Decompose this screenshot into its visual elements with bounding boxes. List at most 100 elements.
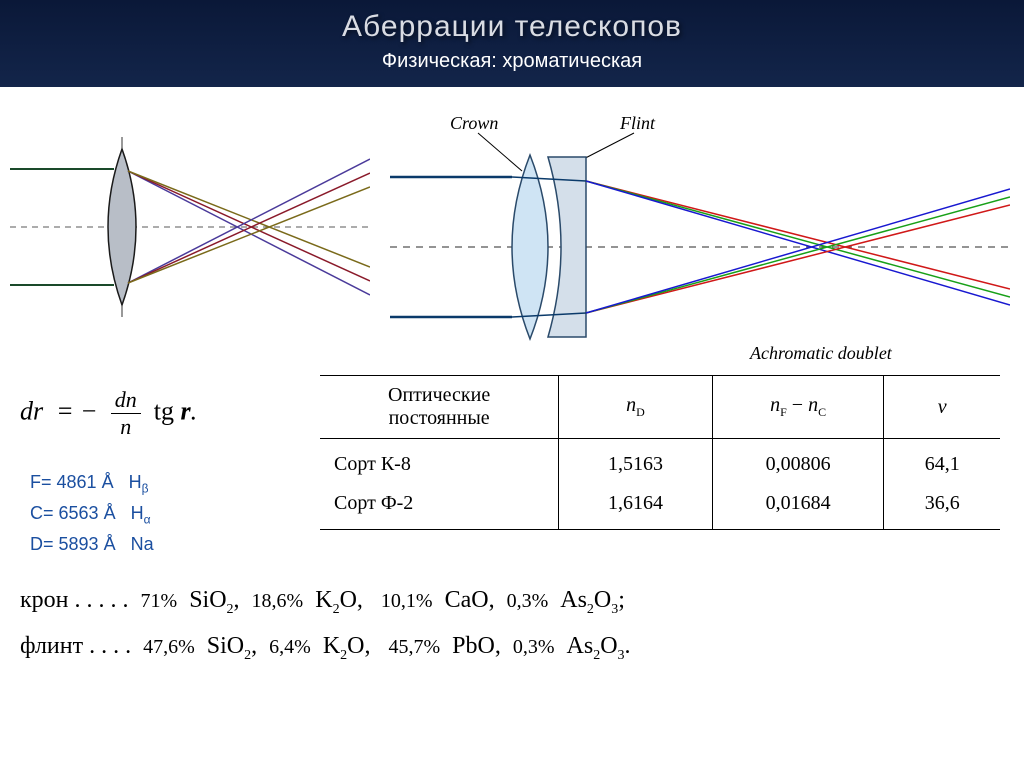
comp-tail: O: [594, 587, 611, 613]
minus: −: [787, 394, 808, 416]
comp-tail: O: [347, 633, 364, 659]
wl-val: 6563: [59, 503, 99, 523]
slide-subtitle: Физическая: хроматическая: [0, 50, 1024, 73]
comp-tail: O: [340, 587, 357, 613]
formula-and-wavelengths: dr = − dn n tg r. F= 4861 Å Hβ C= 6563 Å…: [20, 367, 320, 560]
comp-pct: 47,6%: [143, 636, 195, 658]
nu-val: 36,6: [884, 484, 1000, 530]
comp-dots: . . . . .: [75, 587, 129, 613]
sym-nu: ν: [938, 396, 947, 418]
slide-header: Аберрации телескопов Физическая: хромати…: [0, 0, 1024, 87]
wl-line: H: [131, 503, 144, 523]
formula-num: dn: [111, 387, 141, 414]
comp-pct: 71%: [141, 590, 178, 612]
sub-f: F: [780, 405, 787, 419]
nd-val: 1,6164: [559, 484, 712, 530]
comp-tail: O: [600, 633, 617, 659]
sym-n: n: [626, 394, 636, 416]
wl-line: H: [129, 472, 142, 492]
slide-title: Аберрации телескопов: [0, 10, 1024, 44]
comp-end: ;: [618, 587, 625, 613]
comp-pct: 10,1%: [381, 590, 433, 612]
wl-sym: D: [30, 534, 43, 554]
dnfc-val: 0,00806: [712, 439, 884, 485]
formula-fraction: dn n: [111, 387, 141, 440]
comp-tailsub: 3: [618, 648, 625, 663]
wl-val: 5893: [59, 534, 99, 554]
formula-lhs: dr: [20, 396, 43, 425]
comp-label: крон: [20, 587, 69, 613]
formula-dot: .: [191, 396, 198, 425]
wl-sym: F: [30, 472, 41, 492]
glass-composition: крон . . . . . 71% SiO2, 18,6% K2O, 10,1…: [0, 560, 1024, 669]
achromat-svg: Crown Flint Achromatic doub: [390, 107, 1010, 367]
wl-val: 4861: [57, 472, 97, 492]
formula-and-table: dr = − dn n tg r. F= 4861 Å Hβ C= 6563 Å…: [0, 367, 1024, 560]
composition-row: крон . . . . . 71% SiO2, 18,6% K2O, 10,1…: [20, 578, 1004, 624]
right-lens-diagram: Crown Flint Achromatic doub: [380, 87, 1024, 367]
wl-unit: Å: [104, 534, 116, 554]
th-nfnc: nF − nC: [712, 376, 884, 439]
wl-sub: β: [142, 482, 149, 496]
th-line1: Оптические: [388, 384, 490, 406]
wl-unit: Å: [104, 503, 116, 523]
comp-dots: . . . .: [89, 633, 131, 659]
glass-name: Сорт К-8: [320, 439, 559, 485]
composition-row: флинт . . . . 47,6% SiO2, 6,4% K2O, 45,7…: [20, 624, 1004, 670]
dnfc-val: 0,01684: [712, 484, 884, 530]
glass-name: Сорт Ф-2: [320, 484, 559, 530]
comp-sub: 2: [227, 602, 234, 617]
th-constants: Оптические постоянные: [320, 376, 559, 439]
comp-sub: 2: [244, 648, 251, 663]
sym-n: n: [808, 394, 818, 416]
wl-unit: Å: [102, 472, 114, 492]
formula-tg: tg: [154, 396, 174, 425]
wavelength-list: F= 4861 Å Hβ C= 6563 Å Hα D= 5893 Å Na: [20, 440, 320, 560]
comp-chem: SiO: [207, 633, 244, 659]
single-lens-svg: [10, 107, 370, 347]
comp-chem: K: [323, 633, 340, 659]
table-row: Сорт Ф-2 1,6164 0,01684 36,6: [320, 484, 1000, 530]
sym-n: n: [770, 394, 780, 416]
th-nd: nD: [559, 376, 712, 439]
nu-val: 64,1: [884, 439, 1000, 485]
comp-pct: 18,6%: [252, 590, 304, 612]
comp-chem: As: [560, 587, 587, 613]
wl-sub: α: [144, 512, 151, 526]
comp-chem: PbO: [452, 633, 495, 659]
formula-den: n: [111, 414, 141, 440]
formula-r: r: [180, 396, 190, 425]
crown-label: Crown: [450, 113, 498, 133]
achromat-caption: Achromatic doublet: [749, 343, 893, 363]
comp-chem: As: [567, 633, 594, 659]
comp-pct: 6,4%: [269, 636, 311, 658]
nd-val: 1,5163: [559, 439, 712, 485]
wavelength-row: F= 4861 Å Hβ: [30, 468, 320, 499]
comp-label: флинт: [20, 633, 83, 659]
comp-end: .: [625, 633, 631, 659]
comp-chem: CaO: [445, 587, 489, 613]
comp-sub: 2: [333, 602, 340, 617]
comp-chem: SiO: [189, 587, 226, 613]
formula-eq: = −: [56, 396, 98, 425]
sub-c: C: [818, 405, 826, 419]
th-nu: ν: [884, 376, 1000, 439]
comp-pct: 0,3%: [507, 590, 549, 612]
comp-pct: 45,7%: [389, 636, 441, 658]
table-header-row: Оптические постоянные nD nF − nC ν: [320, 376, 1000, 439]
wavelength-row: C= 6563 Å Hα: [30, 499, 320, 530]
wavelength-row: D= 5893 Å Na: [30, 530, 320, 561]
sub-d: D: [636, 405, 645, 419]
dr-formula: dr = − dn n tg r.: [20, 367, 320, 440]
flint-label: Flint: [619, 113, 656, 133]
wl-line: Na: [131, 534, 154, 554]
diagram-row: Crown Flint Achromatic doub: [0, 87, 1024, 367]
left-lens-diagram: [0, 87, 380, 367]
table-row: Сорт К-8 1,5163 0,00806 64,1: [320, 439, 1000, 485]
wl-sym: C: [30, 503, 43, 523]
optics-constants-table: Оптические постоянные nD nF − nC ν Сорт …: [320, 375, 1000, 530]
comp-pct: 0,3%: [513, 636, 555, 658]
comp-sub: 2: [587, 602, 594, 617]
th-line2: постоянные: [389, 407, 490, 429]
comp-chem: K: [315, 587, 332, 613]
